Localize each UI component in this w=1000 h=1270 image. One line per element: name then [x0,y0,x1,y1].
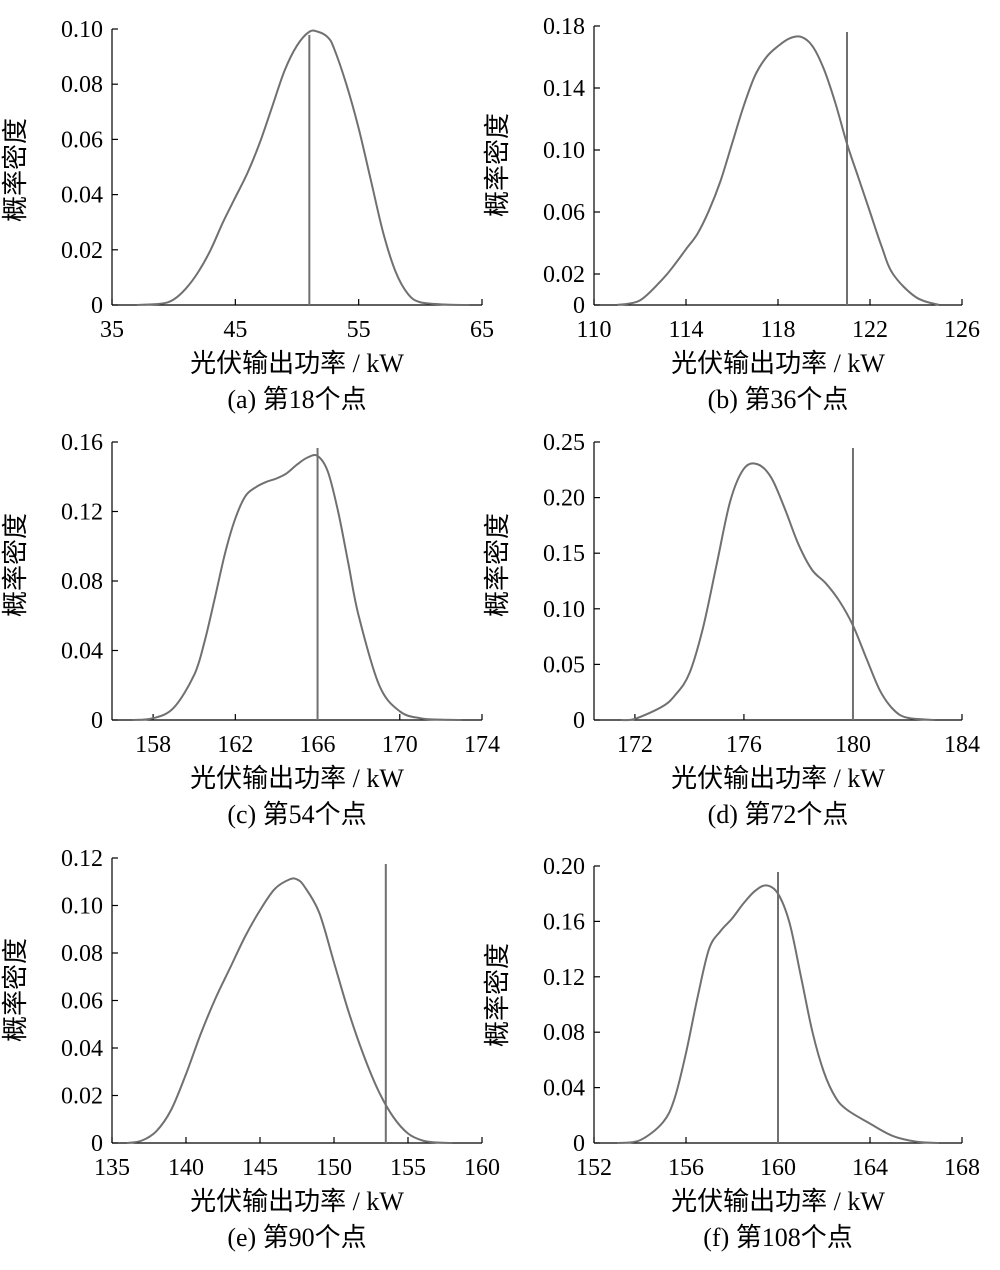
x-tick-label: 155 [390,1155,426,1181]
y-tick-label: 0.16 [61,430,103,456]
y-axis-title: 概率密度 [483,513,512,617]
x-tick-label: 114 [668,317,703,343]
y-tick-label: 0.05 [543,652,585,678]
y-tick-label: 0.10 [61,17,103,43]
density-curve [616,884,940,1144]
x-tick-label: 180 [835,732,871,758]
y-tick-label: 0.12 [543,965,585,991]
y-axis-title: 概率密度 [483,943,512,1047]
y-tick-label: 0.02 [543,262,585,288]
panel-caption: (b) 第36个点 [708,385,849,414]
panel-caption: (f) 第108个点 [703,1223,852,1252]
chart-panel-c: 158 162 166 170 174 0 0.04 0.08 0.12 0.16 光伏输出功率 /… [1,430,500,829]
x-axis-title: 光伏输出功率 / kW [671,764,885,793]
x-tick-label: 164 [852,1155,888,1181]
x-tick-label: 135 [94,1155,130,1181]
x-tick-label: 170 [382,732,418,758]
x-tick-label: 150 [316,1155,352,1181]
x-tick-label: 126 [944,317,980,343]
y-tick-label: 0 [91,708,103,734]
density-curve [126,877,453,1144]
panel-caption: (a) 第18个点 [227,385,366,414]
chart-panel-f: 152 156 160 164 168 0 0.04 0.08 0.12 0.16 0.20 光伏输出… [483,854,980,1252]
x-tick-label: 174 [464,732,500,758]
density-curve [616,35,940,306]
x-tick-label: 176 [726,732,762,758]
x-tick-label: 45 [223,317,247,343]
density-curve [132,453,462,721]
x-tick-label: 65 [470,317,494,343]
y-tick-label: 0.08 [61,941,103,967]
y-axis-title: 概率密度 [1,938,30,1042]
y-tick-label: 0.02 [61,1084,103,1110]
panel-caption: (e) 第90个点 [227,1223,366,1252]
y-axis-title: 概率密度 [483,113,512,217]
y-tick-label: 0.08 [61,72,103,98]
y-tick-label: 0 [573,293,585,319]
y-tick-label: 0.02 [61,238,103,264]
y-tick-label: 0.12 [61,846,103,872]
x-tick-label: 158 [135,732,171,758]
y-tick-label: 0.20 [543,854,585,880]
density-curve [136,29,470,306]
x-tick-label: 122 [852,317,888,343]
panel-caption: (c) 第54个点 [227,800,366,829]
density-curve [621,462,935,722]
panel-caption: (d) 第72个点 [708,800,849,829]
y-tick-label: 0.15 [543,541,585,567]
y-tick-label: 0.25 [543,430,585,456]
y-tick-label: 0.06 [61,989,103,1015]
x-tick-label: 160 [464,1155,500,1181]
y-tick-label: 0.10 [543,597,585,623]
y-tick-label: 0.06 [543,200,585,226]
x-tick-label: 168 [944,1155,980,1181]
x-axis-title: 光伏输出功率 / kW [671,349,885,378]
y-tick-label: 0.04 [61,183,103,209]
x-tick-label: 172 [617,732,653,758]
y-tick-label: 0.16 [543,909,585,935]
chart-panel-e: 135 140 145 150 155 160 0 0.02 0.04 0.06 0.08 0.10 0… [1,846,500,1252]
y-tick-label: 0 [573,1131,585,1157]
y-tick-label: 0.08 [543,1020,585,1046]
x-tick-label: 184 [944,732,980,758]
x-axis-title: 光伏输出功率 / kW [190,764,404,793]
y-tick-label: 0 [573,708,585,734]
chart-panel-a: 35 45 55 65 0 0.02 0.04 0.06 0.08 0.10 光伏输出功率 / kW… [1,17,494,414]
x-tick-label: 162 [217,732,253,758]
y-tick-label: 0.12 [61,500,103,526]
y-tick-label: 0.10 [61,894,103,920]
x-tick-label: 160 [760,1155,796,1181]
y-tick-label: 0 [91,1131,103,1157]
x-tick-label: 152 [576,1155,612,1181]
x-tick-label: 35 [100,317,124,343]
y-tick-label: 0.04 [61,1036,103,1062]
y-axis-title: 概率密度 [1,513,30,617]
x-tick-label: 110 [576,317,611,343]
y-tick-label: 0.04 [61,639,103,665]
y-tick-label: 0.08 [61,569,103,595]
y-tick-label: 0 [91,293,103,319]
y-axis-title: 概率密度 [1,118,30,222]
y-tick-label: 0.04 [543,1076,585,1102]
y-tick-label: 0.20 [543,486,585,512]
x-tick-label: 140 [168,1155,204,1181]
x-axis-title: 光伏输出功率 / kW [190,349,404,378]
x-tick-label: 55 [347,317,371,343]
x-tick-label: 118 [760,317,795,343]
x-tick-label: 145 [242,1155,278,1181]
y-tick-label: 0.14 [543,76,585,102]
x-axis-title: 光伏输出功率 / kW [190,1187,404,1216]
x-tick-label: 156 [668,1155,704,1181]
x-tick-label: 166 [300,732,336,758]
y-tick-label: 0.06 [61,127,103,153]
chart-panel-b: 110 114 118 122 126 0 0.02 0.06 0.10 0.14 0.18 光伏输出… [483,14,980,414]
chart-panel-d: 172 176 180 184 0 0.05 0.10 0.15 0.20 0.25 光伏输出功率 … [483,430,980,829]
y-tick-label: 0.10 [543,138,585,164]
y-tick-label: 0.18 [543,14,585,40]
x-axis-title: 光伏输出功率 / kW [671,1187,885,1216]
